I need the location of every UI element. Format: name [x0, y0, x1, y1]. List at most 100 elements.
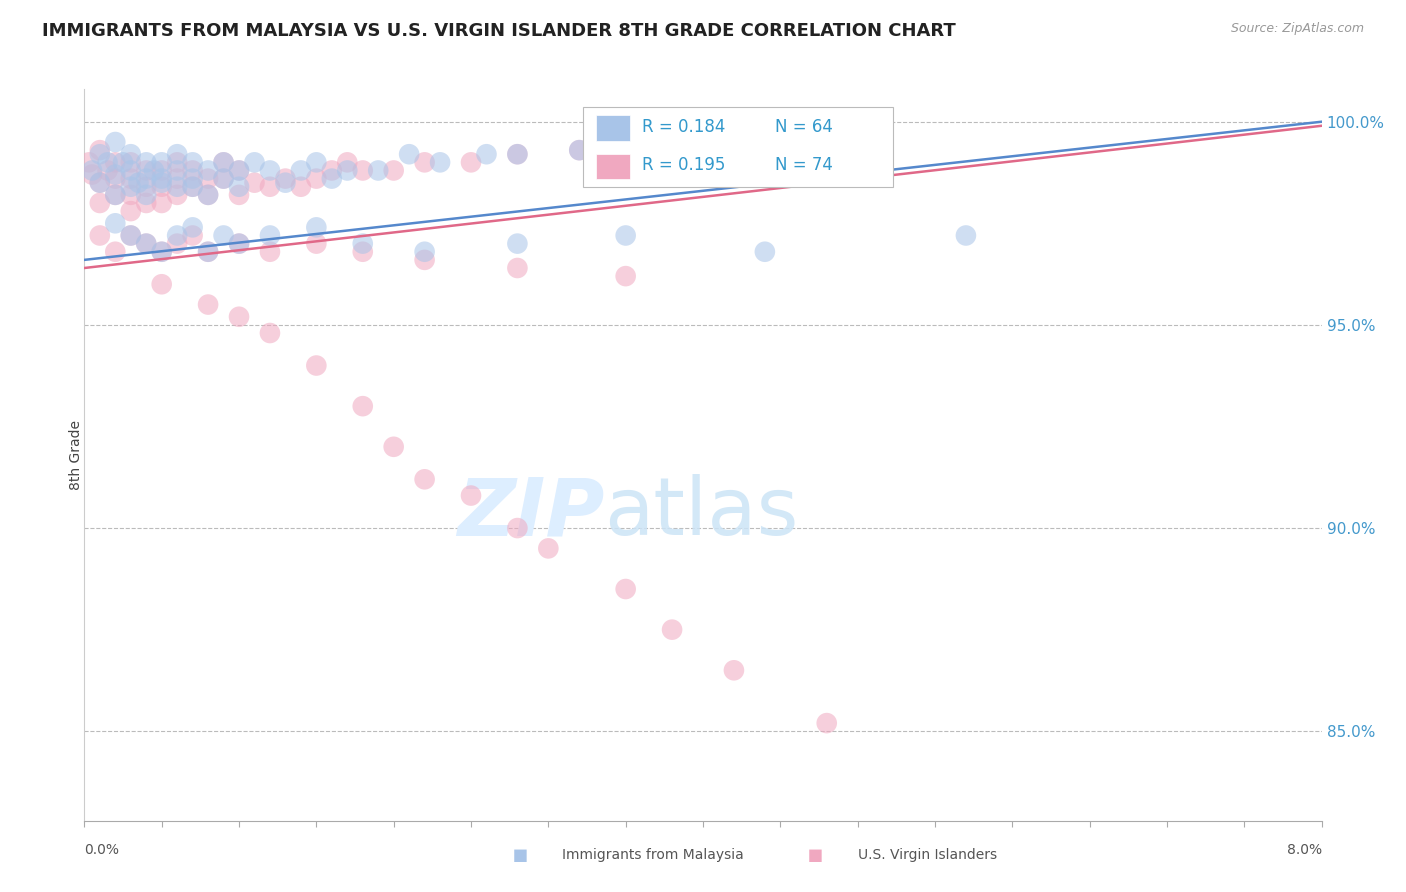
Point: [181, 155, 204, 169]
Point: [120, 228, 142, 243]
Point: [475, 147, 498, 161]
Text: IMMIGRANTS FROM MALAYSIA VS U.S. VIRGIN ISLANDER 8TH GRADE CORRELATION CHART: IMMIGRANTS FROM MALAYSIA VS U.S. VIRGIN …: [42, 22, 956, 40]
Point: [135, 196, 157, 211]
Y-axis label: 8th Grade: 8th Grade: [69, 420, 83, 490]
Point: [135, 179, 157, 194]
Point: [166, 187, 188, 202]
Point: [259, 179, 281, 194]
Point: [815, 716, 838, 731]
Point: [104, 155, 127, 169]
Point: [120, 163, 142, 178]
Point: [228, 310, 250, 324]
Point: [120, 147, 142, 161]
Point: [166, 228, 188, 243]
Point: [429, 155, 451, 169]
Point: [150, 179, 173, 194]
Point: [135, 155, 157, 169]
Point: [382, 163, 405, 178]
Point: [614, 228, 637, 243]
Point: [212, 155, 235, 169]
Point: [128, 176, 150, 190]
Point: [506, 260, 529, 275]
Point: [537, 541, 560, 556]
Text: atlas: atlas: [605, 475, 799, 552]
Point: [259, 244, 281, 259]
Point: [96, 163, 120, 178]
Point: [135, 163, 157, 178]
Point: [212, 228, 235, 243]
Text: Immigrants from Malaysia: Immigrants from Malaysia: [562, 847, 744, 862]
Point: [181, 228, 204, 243]
Point: [305, 236, 328, 251]
Point: [336, 163, 359, 178]
Point: [89, 176, 111, 190]
Point: [89, 147, 111, 161]
Point: [197, 244, 219, 259]
Point: [166, 171, 188, 186]
Point: [228, 236, 250, 251]
Point: [150, 277, 173, 292]
Point: [150, 176, 173, 190]
Point: [228, 179, 250, 194]
Point: [135, 236, 157, 251]
Point: [352, 236, 374, 251]
Point: [661, 135, 683, 149]
Point: [336, 155, 359, 169]
Bar: [596, 115, 630, 141]
Text: 0.0%: 0.0%: [84, 843, 120, 857]
Point: [367, 163, 389, 178]
Point: [259, 163, 281, 178]
Point: [955, 228, 977, 243]
Point: [82, 168, 104, 182]
Point: [181, 220, 204, 235]
Point: [104, 187, 127, 202]
Point: [89, 143, 111, 157]
Point: [104, 187, 127, 202]
Point: [228, 236, 250, 251]
Point: [274, 176, 297, 190]
Point: [723, 131, 745, 145]
Point: [150, 163, 173, 178]
Point: [166, 147, 188, 161]
Point: [568, 143, 591, 157]
Text: Source: ZipAtlas.com: Source: ZipAtlas.com: [1230, 22, 1364, 36]
Point: [96, 155, 120, 169]
Text: N = 64: N = 64: [775, 118, 834, 136]
Point: [506, 147, 529, 161]
Point: [150, 171, 173, 186]
Point: [305, 155, 328, 169]
Point: [259, 326, 281, 340]
Point: [305, 220, 328, 235]
Point: [77, 155, 100, 169]
Point: [243, 176, 266, 190]
Point: [460, 489, 482, 503]
Point: [143, 163, 166, 178]
Text: ▪: ▪: [512, 843, 529, 866]
Point: [614, 269, 637, 284]
Point: [112, 155, 135, 169]
Point: [181, 171, 204, 186]
Point: [321, 163, 343, 178]
Point: [197, 297, 219, 311]
Point: [754, 244, 776, 259]
Point: [212, 155, 235, 169]
Point: [398, 147, 420, 161]
Point: [305, 359, 328, 373]
Point: [104, 244, 127, 259]
Point: [82, 163, 104, 178]
Point: [506, 236, 529, 251]
Point: [506, 521, 529, 535]
Point: [89, 176, 111, 190]
Point: [413, 155, 436, 169]
Point: [846, 123, 869, 137]
Point: [104, 135, 127, 149]
Point: [120, 187, 142, 202]
Point: [104, 171, 127, 186]
Text: N = 74: N = 74: [775, 156, 834, 174]
Text: R = 0.195: R = 0.195: [643, 156, 725, 174]
Point: [274, 171, 297, 186]
Text: ZIP: ZIP: [457, 475, 605, 552]
Point: [413, 252, 436, 267]
Point: [290, 179, 312, 194]
Point: [104, 168, 127, 182]
